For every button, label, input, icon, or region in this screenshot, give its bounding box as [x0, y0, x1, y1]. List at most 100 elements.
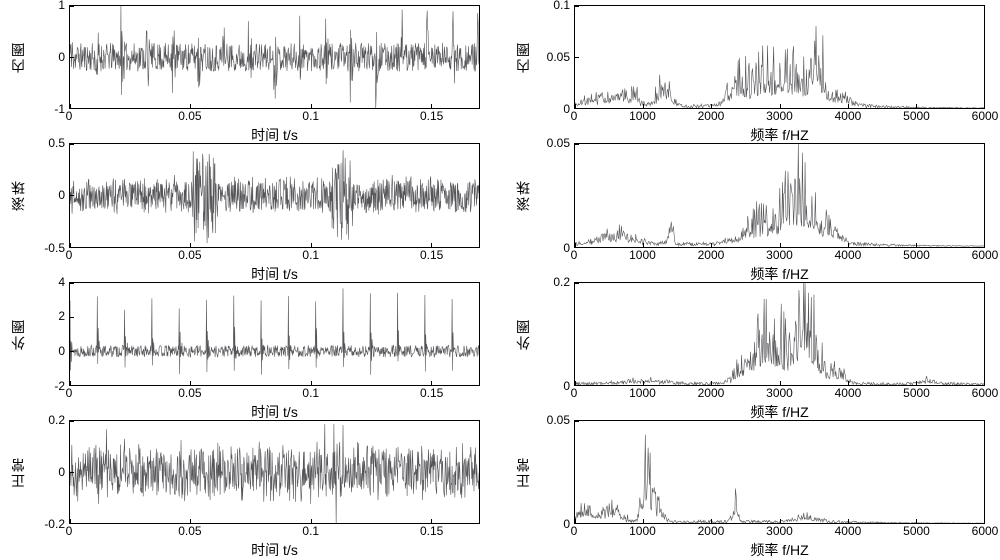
xtick: 0 [571, 386, 578, 400]
panel-t2: 外圈-202400.050.10.15时间 t/s [5, 282, 480, 420]
ylabel: 外圈 [8, 318, 28, 350]
ytick: 0 [563, 517, 570, 531]
xtick: 6000 [972, 109, 999, 123]
ylabel: 内圈 [8, 41, 28, 73]
xtick: 0 [66, 248, 73, 262]
xtick: 5000 [903, 386, 930, 400]
xlabel: 时间 t/s [69, 264, 480, 282]
ytick: -0.2 [44, 517, 65, 531]
xlabel: 时间 t/s [69, 125, 480, 143]
axes [69, 420, 480, 524]
ytick: -2 [54, 379, 65, 393]
xtick: 0 [571, 524, 578, 538]
axes [574, 282, 985, 386]
xtick: 3000 [766, 524, 793, 538]
xtick: 0.15 [420, 524, 443, 538]
trace [575, 283, 984, 385]
xtick: 0 [571, 109, 578, 123]
xtick: 4000 [835, 524, 862, 538]
trace [70, 6, 479, 108]
xtick: 0.1 [302, 109, 319, 123]
trace [70, 283, 479, 385]
panel-f3: 正常00.050100020003000400050006000频率 f/HZ [510, 420, 985, 558]
xtick: 0.05 [178, 524, 201, 538]
xtick: 4000 [835, 248, 862, 262]
axes [69, 282, 480, 386]
axes [574, 143, 985, 247]
panel-t1: 滚珠-0.500.500.050.10.15时间 t/s [5, 143, 480, 281]
ytick: 0 [563, 379, 570, 393]
xlabel: 时间 t/s [69, 402, 480, 420]
ylabel: 滚珠 [513, 179, 533, 211]
xtick: 0 [66, 524, 73, 538]
ytick: 0 [58, 188, 65, 202]
trace [575, 144, 984, 246]
xtick: 2000 [698, 524, 725, 538]
xtick: 5000 [903, 524, 930, 538]
xtick: 0.05 [178, 386, 201, 400]
trace [70, 144, 479, 246]
xtick: 2000 [698, 109, 725, 123]
panel-f1: 滚珠00.050100020003000400050006000频率 f/HZ [510, 143, 985, 281]
ytick: 0 [58, 344, 65, 358]
ytick: 0.1 [553, 0, 570, 12]
ytick: 0.05 [547, 136, 570, 150]
panel-t0: 内圈-10100.050.10.15时间 t/s [5, 5, 480, 143]
xtick: 0.05 [178, 109, 201, 123]
xtick: 0.15 [420, 386, 443, 400]
ytick: 4 [58, 275, 65, 289]
xtick: 4000 [835, 109, 862, 123]
ylabel: 内圈 [513, 41, 533, 73]
ylabel: 外圈 [513, 318, 533, 350]
ytick: 0.05 [547, 413, 570, 427]
ytick: 0.2 [553, 275, 570, 289]
ytick: 0 [563, 102, 570, 116]
xtick: 1000 [629, 109, 656, 123]
xlabel: 时间 t/s [69, 540, 480, 558]
xtick: 0.1 [302, 386, 319, 400]
ytick: 0.2 [48, 413, 65, 427]
xtick: 1000 [629, 524, 656, 538]
ytick: 1 [58, 0, 65, 12]
xtick: 2000 [698, 248, 725, 262]
panel-t3: 正常-0.200.200.050.10.15时间 t/s [5, 420, 480, 558]
xtick: 3000 [766, 109, 793, 123]
axes [69, 143, 480, 247]
ytick: 2 [58, 309, 65, 323]
ytick: -0.5 [44, 241, 65, 255]
xtick: 0.1 [302, 248, 319, 262]
axes [574, 420, 985, 524]
axes [69, 5, 480, 109]
xtick: 1000 [629, 386, 656, 400]
xtick: 0 [66, 386, 73, 400]
xlabel: 频率 f/HZ [574, 125, 985, 143]
trace [575, 421, 984, 523]
xtick: 0.1 [302, 524, 319, 538]
xtick: 6000 [972, 386, 999, 400]
ytick: 0.05 [547, 50, 570, 64]
xtick: 0.15 [420, 248, 443, 262]
xtick: 5000 [903, 248, 930, 262]
panel-f2: 外圈00.20100020003000400050006000频率 f/HZ [510, 282, 985, 420]
xlabel: 频率 f/HZ [574, 264, 985, 282]
ytick: -1 [54, 102, 65, 116]
ylabel: 正常 [513, 456, 533, 488]
ylabel: 正常 [8, 456, 28, 488]
panel-f0: 内圈00.050.10100020003000400050006000频率 f/… [510, 5, 985, 143]
axes [574, 5, 985, 109]
ytick: 0 [563, 241, 570, 255]
xtick: 3000 [766, 248, 793, 262]
xtick: 1000 [629, 248, 656, 262]
xlabel: 频率 f/HZ [574, 402, 985, 420]
xtick: 3000 [766, 386, 793, 400]
ylabel: 滚珠 [8, 179, 28, 211]
ytick: 0 [58, 465, 65, 479]
xtick: 5000 [903, 109, 930, 123]
xtick: 4000 [835, 386, 862, 400]
xtick: 0.05 [178, 248, 201, 262]
xtick: 0 [571, 248, 578, 262]
trace [575, 6, 984, 108]
trace [70, 421, 479, 523]
xtick: 6000 [972, 248, 999, 262]
xtick: 0 [66, 109, 73, 123]
